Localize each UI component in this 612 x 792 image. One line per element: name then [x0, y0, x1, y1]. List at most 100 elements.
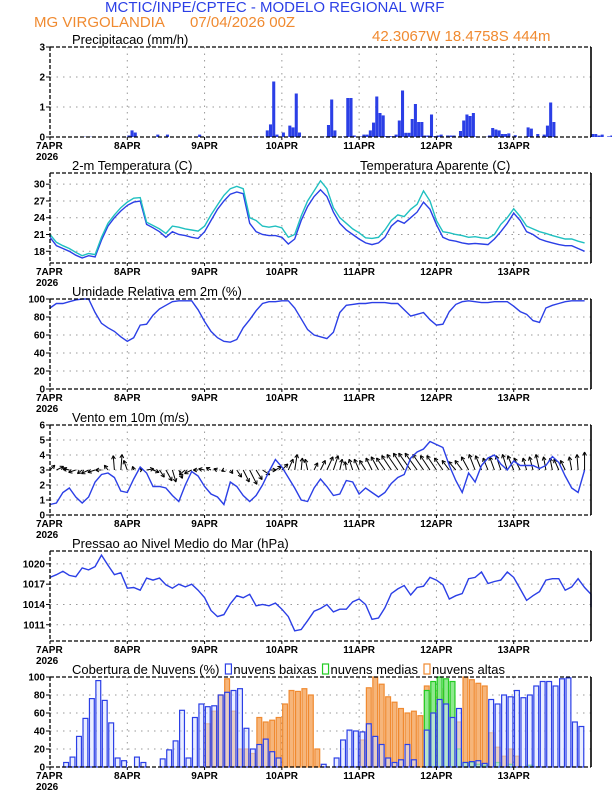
precip-bar: [272, 81, 276, 137]
cloud-bar-nuvens-altas: [410, 710, 417, 768]
cloud-bar-nuvens-altas: [314, 748, 321, 768]
cloud-bar-nuvens-baixas: [475, 760, 482, 768]
pressure-title: Pressao ao Nivel Medio do Mar (hPa): [72, 536, 289, 551]
cloud-bar-nuvens-altas: [282, 703, 289, 768]
wind-arrow: [448, 461, 457, 471]
wind-arrow: [412, 454, 424, 471]
wind-arrow-head: [559, 459, 565, 465]
precip-bar: [594, 134, 598, 137]
x-tick-label: 8APR: [114, 771, 141, 782]
wind-arrow-head: [365, 457, 370, 463]
wind-arrow: [320, 460, 326, 471]
wind-arrow: [365, 457, 373, 471]
y-tick-label: 1: [39, 103, 45, 114]
x-tick-label: 10APR: [266, 519, 299, 530]
precip-bar: [156, 134, 160, 137]
wind-arrow: [393, 452, 405, 471]
cloud-bar-nuvens-baixas: [159, 758, 166, 768]
wind-arrow: [300, 457, 303, 471]
precip-bar: [468, 116, 472, 137]
wind-arrow-head: [321, 459, 326, 465]
wind-arrow: [576, 454, 579, 471]
wind-arrow-head: [528, 456, 533, 461]
cloud-legend-nuvens-medias: nuvens medias: [331, 662, 419, 677]
y-tick-label: 1020: [23, 559, 46, 570]
wind-arrow: [56, 465, 64, 471]
x-tick-label: 9APR: [191, 519, 218, 530]
x-tick-label: 10APR: [266, 267, 299, 278]
x-tick-label: 11APR: [343, 771, 375, 782]
wind-arrow: [152, 469, 160, 473]
wind-arrow-head: [398, 452, 403, 458]
clouds-panel: [46, 676, 592, 770]
precip-bar: [268, 124, 273, 137]
precip-bar: [372, 122, 376, 137]
x-year-label: 2026: [36, 656, 59, 667]
legend-swatch-0: [224, 663, 233, 675]
wind-arrow-head: [299, 457, 305, 462]
temp-legend-apparent: Temperatura Aparente (C): [360, 158, 510, 173]
y-tick-label: 6: [39, 421, 45, 432]
wind-arrow: [112, 455, 115, 471]
precip-bar: [265, 130, 269, 137]
wind-arrow-head: [205, 466, 211, 472]
precip-bar: [529, 128, 533, 137]
precip-bar: [362, 134, 366, 137]
precip-bar: [536, 134, 540, 137]
precip-bar: [368, 130, 372, 137]
precip-bar: [426, 135, 430, 137]
cloud-bar-nuvens-baixas: [391, 761, 398, 768]
x-tick-label: 12APR: [420, 141, 453, 152]
temp-line-blue: [49, 188, 585, 259]
wind-arrow-head: [426, 455, 431, 460]
wind-arrow-head: [460, 456, 466, 461]
y-tick-label: 2: [39, 73, 45, 84]
wind-arrow-head: [353, 458, 358, 464]
cloud-bar-nuvens-altas: [462, 676, 469, 768]
wind-arrow: [49, 464, 56, 471]
precip-bar: [130, 130, 134, 137]
y-tick-label: 3: [39, 466, 45, 477]
cloud-bar-nuvens-baixas: [372, 735, 379, 768]
cloud-bar-nuvens-baixas: [88, 697, 95, 768]
wind-arrow: [507, 455, 515, 471]
wind-arrow: [313, 462, 319, 471]
wind-arrow: [482, 457, 489, 471]
wind-arrow: [81, 469, 89, 475]
wind-arrow: [348, 459, 354, 471]
wind-arrow-head: [381, 455, 386, 460]
cloud-bar-nuvens-baixas: [333, 757, 340, 768]
y-tick-label: 0: [39, 133, 45, 144]
wind-arrow-head: [294, 454, 299, 459]
wind-arrow: [68, 469, 76, 473]
x-tick-label: 8APR: [114, 519, 141, 530]
cloud-bar-nuvens-baixas: [172, 740, 179, 768]
cloud-bar-nuvens-baixas: [443, 703, 450, 768]
cloud-bar-nuvens-altas: [481, 685, 488, 768]
x-tick-label: 13APR: [498, 645, 531, 656]
precip-bar: [545, 125, 549, 137]
precip-bar: [333, 130, 337, 137]
cloud-bar-nuvens-baixas: [340, 739, 347, 768]
cloud-bar-nuvens-altas: [385, 696, 392, 768]
y-tick-label: 100: [28, 295, 45, 306]
wind-arrow-head: [404, 452, 409, 458]
x-year-label: 2026: [36, 152, 59, 163]
wind-arrow: [454, 460, 463, 471]
cloud-bar-nuvens-baixas: [449, 716, 456, 768]
wind-arrow: [242, 469, 250, 483]
precip-bar: [513, 135, 517, 137]
x-year-label: 2026: [36, 278, 59, 289]
wind-arrow-head: [172, 477, 178, 483]
cloud-bar-nuvens-baixas: [488, 698, 495, 768]
wind-arrow-head: [178, 474, 184, 479]
precip-bar: [413, 104, 417, 137]
precip-bar: [401, 90, 405, 137]
run-date-label: 07/04/2026 00Z: [190, 14, 296, 31]
cloud-bar-nuvens-altas: [397, 707, 405, 768]
y-tick-label: 4: [39, 451, 45, 462]
y-tick-label: 80: [34, 313, 46, 324]
wind-arrow: [339, 459, 343, 471]
cloud-bar-nuvens-baixas: [352, 730, 359, 768]
precip-bar: [294, 93, 298, 137]
